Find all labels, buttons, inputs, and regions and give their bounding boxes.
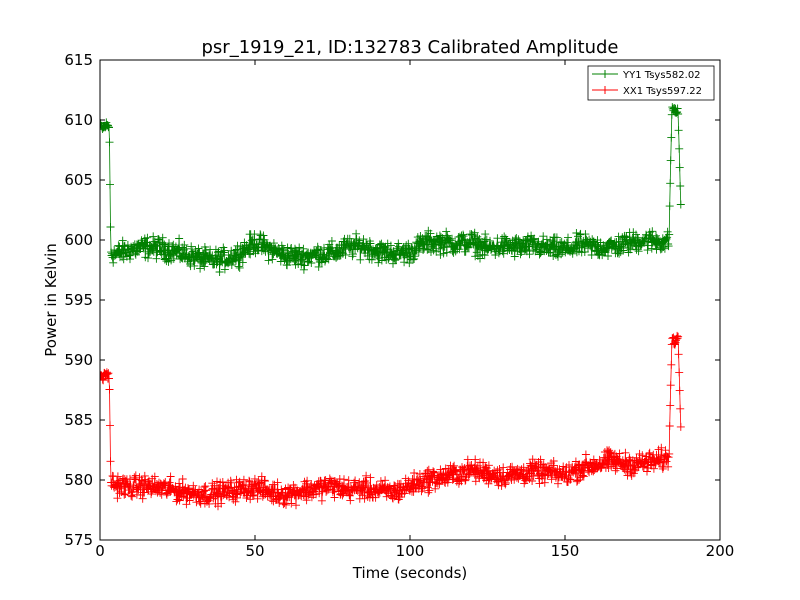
legend-marker xyxy=(601,86,609,94)
chart-title: psr_1919_21, ID:132783 Calibrated Amplit… xyxy=(201,37,618,58)
legend-label-yy1: YY1 Tsys582.02 xyxy=(622,70,701,81)
series-markers xyxy=(100,331,685,511)
series-1 xyxy=(100,331,685,511)
series-line xyxy=(100,335,682,507)
y-tick-label: 585 xyxy=(64,411,93,429)
series-markers xyxy=(100,103,685,276)
y-tick-label: 600 xyxy=(64,231,93,249)
x-tick-label: 150 xyxy=(551,542,580,560)
series-layer xyxy=(100,103,685,511)
legend: YY1 Tsys582.02 XX1 Tsys597.22 xyxy=(587,65,715,101)
y-axis-label: Power in Kelvin xyxy=(42,243,60,357)
y-tick-label: 590 xyxy=(64,351,93,369)
series-0 xyxy=(100,103,685,276)
x-tick-label: 0 xyxy=(95,542,105,560)
legend-label-xx1: XX1 Tsys597.22 xyxy=(623,86,702,97)
x-axis-label: Time (seconds) xyxy=(352,564,468,582)
x-tick-label: 100 xyxy=(396,542,425,560)
ticks-layer: 0 50 100 150 200 575 580 585 590 595 600 605 610 615 xyxy=(64,51,734,560)
y-tick-label: 605 xyxy=(64,171,93,189)
legend-box xyxy=(587,65,715,101)
x-tick-label: 200 xyxy=(706,542,735,560)
y-tick-label: 580 xyxy=(64,471,93,489)
y-tick-label: 595 xyxy=(64,291,93,309)
y-tick-label: 615 xyxy=(64,51,93,69)
x-tick-label: 50 xyxy=(245,542,264,560)
legend-marker xyxy=(601,70,609,78)
y-tick-label: 610 xyxy=(64,111,93,129)
y-tick-label: 575 xyxy=(64,531,93,549)
